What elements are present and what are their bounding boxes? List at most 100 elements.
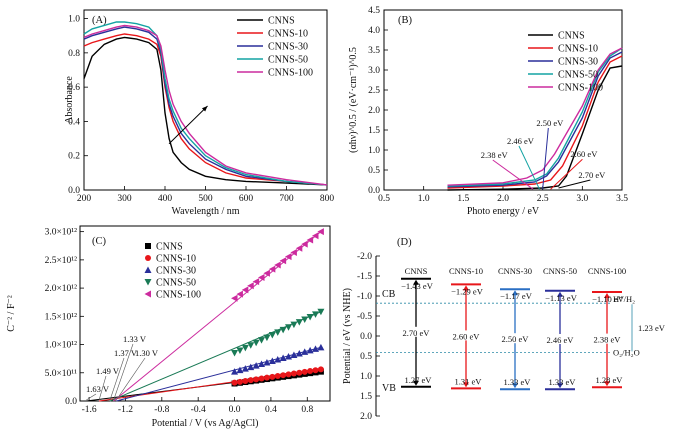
legend-label: CNNS-100 [558,83,603,94]
x-axis-label: Photo energy / eV [467,206,540,217]
series-line [447,55,623,189]
data-point [268,265,276,273]
gap-label-bg [451,330,481,341]
data-point [285,371,292,378]
x-tick-label: 500 [198,194,213,204]
x-axis-label: Wavelength / nm [171,206,239,217]
data-point [247,282,254,290]
series-line [83,21,328,186]
intercept-leader [86,393,97,401]
material-name: CNNS-100 [588,266,626,276]
intercept-leader [116,357,146,401]
y-tick-label: 0.0 [360,332,372,342]
bandgap-label: 2.70 eV [403,328,431,338]
arrow-head [512,383,518,389]
vb-value-label: 1.27 eV [405,375,433,385]
legend-marker [144,279,152,286]
gap-label-bg [545,334,575,344]
data-point [290,370,297,377]
legend-label: CNNS-10 [156,254,196,265]
panel-label: (A) [92,15,107,26]
data-point [279,326,287,334]
y-tick-label: 0.2 [68,152,80,162]
y-tick-label: 4.0 [368,26,380,36]
legend-marker [144,266,152,273]
data-point [307,368,314,375]
vb-value-label: 1.33 eV [504,377,532,387]
data-point [258,337,266,344]
y-tick-label: 2.0×10¹² [45,284,78,294]
data-point [295,349,303,357]
x-tick-label: 2.0 [497,194,509,204]
legend-label: CNNS [558,31,585,42]
y-axis-label: Absorbance [64,76,75,124]
data-point [312,345,320,352]
data-point [258,360,266,368]
y-tick-label: 1.5 [368,126,380,136]
bandgap-label: 2.46 eV [547,335,575,345]
arrow-head [463,382,469,388]
y-tick-label: 2.5 [368,86,380,96]
y-tick-label: -1.5 [357,272,372,282]
data-point [241,344,249,352]
gap-label-bg [401,326,431,337]
annotation-leader [550,158,583,190]
data-point [236,347,244,354]
x-tick-label: 700 [279,194,294,204]
data-point [312,311,320,318]
y-tick-label: 0.8 [68,49,80,59]
y-tick-label: 0.0 [368,186,380,196]
y-tick-label: 2.5×10¹² [45,256,78,266]
data-point [306,236,314,244]
panel-label: (C) [92,236,107,247]
series-line [83,36,328,186]
y-tick-label: 1.5×10¹² [45,312,78,322]
panel-label: (B) [398,15,413,26]
data-point [236,366,244,374]
data-point [241,286,249,294]
arrow-head [413,279,419,285]
arrow-head [512,290,518,296]
y-tick-label: 0.5 [368,166,380,176]
plot-frame [79,225,331,402]
series-line [447,51,623,188]
data-point [306,346,314,354]
material-name: CNNS-30 [498,266,532,276]
arrow-head [604,381,610,387]
x-tick-label: 0.4 [265,405,277,415]
data-point [295,244,303,252]
data-point [236,378,243,385]
panel-d: -2.0 -1.5 -1.0 -0.5 0.0 0.5 1.0 1.5 2.0 Potential… [342,237,666,422]
legend-label: CNNS-50 [558,70,598,81]
x-tick-label: -1.6 [82,405,97,415]
y-tick-label: 0.0 [68,186,80,196]
y-tick-label: -0.5 [357,312,372,322]
legend-label: CNNS [156,242,183,253]
x-tick-label: 0.0 [229,405,241,415]
legend-label: CNNS-10 [558,44,598,55]
arrow-head [463,285,469,291]
data-point [252,339,260,347]
annotation-leader [518,145,540,190]
redox-gap-label: 1.23 eV [638,323,666,333]
data-point [247,363,255,371]
cb-value-label: −1.17 eV [500,291,533,301]
data-point [231,294,238,302]
annotation-leader [542,127,549,190]
y-tick-label: 2.0 [368,106,380,116]
legend-label: CNNS-30 [156,266,196,277]
data-point [231,379,238,386]
annotation-label: 2.46 eV [507,136,535,146]
data-point [241,365,249,372]
y-tick-label: 1.0 [368,146,380,156]
y-axis-label: Potential / eV (vs NHE) [342,288,353,384]
intercept-leader [98,375,107,401]
data-point [263,269,270,277]
trend-arrow [168,105,208,145]
cb-label: CB [382,289,396,300]
panel-c: -1.6 -1.2 -0.8 -0.4 0.0 0.4 0.8 0.0 5.0×10¹¹ 1.0×… [6,225,331,429]
data-point [301,348,309,355]
data-point [263,374,270,381]
y-axis-label: C⁻² / F⁻² [6,295,17,332]
vb-value-label: 1.28 eV [596,375,624,385]
